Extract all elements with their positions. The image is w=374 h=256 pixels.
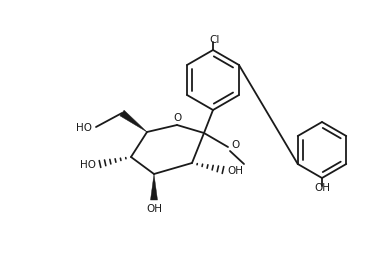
Text: OH: OH	[146, 204, 162, 214]
Text: O: O	[231, 140, 239, 150]
Text: HO: HO	[80, 160, 96, 170]
Text: HO: HO	[76, 123, 92, 133]
Text: O: O	[174, 113, 182, 123]
Text: Cl: Cl	[210, 35, 220, 45]
Polygon shape	[150, 174, 157, 200]
Text: OH: OH	[227, 166, 243, 176]
Polygon shape	[120, 110, 147, 132]
Text: OH: OH	[314, 183, 330, 193]
